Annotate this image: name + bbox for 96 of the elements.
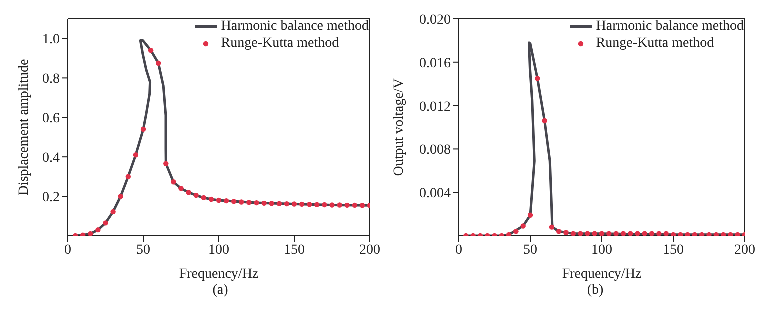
point bbox=[171, 180, 176, 185]
point bbox=[232, 199, 237, 204]
point bbox=[307, 202, 312, 208]
point bbox=[352, 202, 358, 208]
y-axis-title: Output voltage/V bbox=[392, 78, 407, 176]
x-tick-label: 0 bbox=[64, 242, 72, 258]
point bbox=[110, 209, 116, 215]
point bbox=[592, 231, 598, 236]
text: (b) bbox=[586, 283, 605, 299]
x-tick-label: 0 bbox=[456, 242, 462, 258]
point bbox=[164, 161, 169, 166]
point bbox=[656, 231, 662, 236]
point bbox=[520, 224, 526, 229]
point bbox=[216, 198, 222, 204]
x-axis-title: Frequency/Hz bbox=[179, 267, 259, 282]
x-tick-label: 50 bbox=[136, 242, 150, 258]
point bbox=[186, 190, 192, 196]
point bbox=[714, 232, 719, 236]
point bbox=[262, 200, 267, 206]
y-tick-label: 0.2 bbox=[42, 190, 60, 206]
text: (a) bbox=[212, 283, 230, 299]
point bbox=[728, 232, 734, 236]
legend-label: Runge-Kutta method bbox=[596, 35, 714, 52]
point bbox=[292, 202, 298, 207]
point bbox=[556, 229, 562, 234]
x-tick-label: 150 bbox=[663, 242, 684, 258]
point bbox=[148, 48, 154, 54]
point bbox=[299, 202, 305, 208]
point bbox=[254, 200, 260, 206]
point bbox=[564, 230, 569, 236]
point bbox=[322, 202, 328, 208]
point bbox=[140, 126, 146, 132]
point bbox=[118, 194, 124, 200]
point bbox=[337, 202, 342, 208]
point bbox=[246, 200, 252, 206]
point bbox=[735, 232, 740, 236]
x-axis-title: Frequency/Hz bbox=[562, 267, 642, 282]
point bbox=[344, 202, 350, 208]
y-tick-label: 0.016 bbox=[420, 56, 451, 72]
point bbox=[685, 232, 690, 236]
legend-label: Harmonic balance method bbox=[596, 18, 744, 35]
point bbox=[606, 231, 612, 236]
point bbox=[620, 231, 626, 236]
point bbox=[239, 200, 244, 205]
point bbox=[642, 231, 648, 236]
y-tick-label: 0.004 bbox=[420, 186, 451, 202]
point bbox=[649, 231, 655, 236]
x-tick-label: 200 bbox=[734, 242, 756, 258]
point bbox=[178, 186, 184, 192]
point bbox=[269, 201, 274, 206]
y-axis-title: Displacement amplitude bbox=[16, 59, 32, 196]
point bbox=[542, 118, 548, 124]
point bbox=[700, 232, 705, 236]
point bbox=[194, 192, 199, 198]
point bbox=[126, 174, 131, 180]
point bbox=[208, 196, 214, 202]
point bbox=[535, 76, 540, 82]
y-tick-label: 1.0 bbox=[42, 32, 60, 48]
point bbox=[330, 202, 335, 208]
point bbox=[635, 231, 640, 236]
x-tick-label: 100 bbox=[208, 242, 230, 258]
y-tick-label: 0.012 bbox=[420, 100, 451, 115]
point bbox=[360, 203, 366, 208]
point bbox=[528, 212, 534, 218]
point bbox=[599, 231, 605, 236]
y-tick-label: 0.8 bbox=[42, 72, 60, 88]
point bbox=[96, 227, 101, 233]
point bbox=[133, 152, 139, 158]
point bbox=[156, 60, 162, 66]
point bbox=[284, 201, 290, 207]
y-tick-label: 0.008 bbox=[420, 143, 451, 158]
y-tick-label: 0.020 bbox=[420, 12, 451, 28]
point bbox=[549, 224, 555, 230]
x-tick-label: 100 bbox=[592, 242, 612, 258]
point bbox=[201, 195, 206, 201]
point bbox=[514, 229, 519, 234]
legend-label: Runge-Kutta method bbox=[221, 35, 340, 52]
point bbox=[88, 231, 94, 236]
point bbox=[678, 232, 684, 236]
legend-label: Harmonic balance method bbox=[221, 18, 369, 35]
point bbox=[276, 201, 282, 206]
point bbox=[706, 232, 712, 236]
x-tick-label: 50 bbox=[524, 242, 538, 258]
point bbox=[578, 231, 584, 236]
point bbox=[570, 231, 576, 236]
x-tick-label: 200 bbox=[360, 242, 380, 258]
point bbox=[614, 231, 619, 236]
point bbox=[664, 231, 669, 236]
point bbox=[585, 231, 590, 236]
point bbox=[103, 220, 108, 226]
point bbox=[314, 202, 320, 208]
y-tick-label: 0.6 bbox=[42, 112, 60, 127]
point bbox=[628, 231, 634, 236]
point bbox=[224, 198, 230, 204]
y-tick-label: 0.4 bbox=[42, 151, 60, 166]
x-tick-label: 150 bbox=[284, 242, 305, 258]
